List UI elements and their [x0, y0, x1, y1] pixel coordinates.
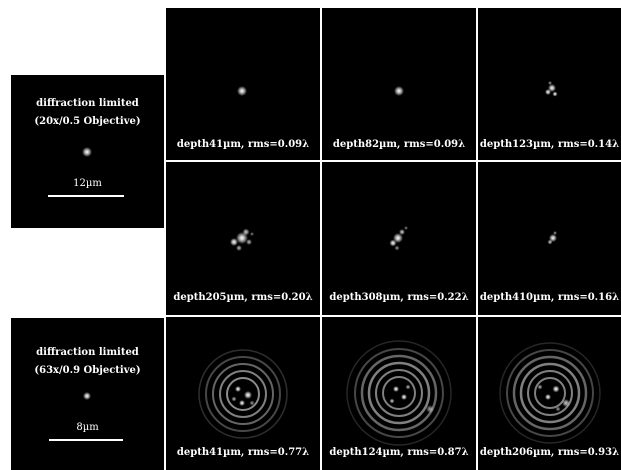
panel-caption: depth123µm, rms=0.14λ	[479, 139, 620, 150]
psf-panel-r1c3: depth123µm, rms=0.14λ	[478, 8, 621, 160]
reference-panel-63x: diffraction limited (63x/0.9 Objective) …	[11, 318, 164, 470]
psf-panel-r2c2: depth308µm, rms=0.22λ	[322, 162, 476, 315]
reference-title-line1: diffraction limited	[36, 347, 139, 358]
psf-panel-r2c1: depth205µm, rms=0.20λ	[166, 162, 320, 315]
psf-speckle-rings	[499, 342, 601, 444]
psf-speckle-rings	[346, 340, 452, 446]
psf-spot	[230, 228, 254, 251]
panel-caption: depth41µm, rms=0.09λ	[176, 139, 310, 150]
reference-title-63x: diffraction limited (63x/0.9 Objective)	[11, 344, 164, 380]
panel-caption: depth82µm, rms=0.09λ	[332, 139, 466, 150]
panel-caption: depth206µm, rms=0.93λ	[479, 447, 620, 458]
psf-spot	[389, 226, 408, 251]
psf-spot	[547, 231, 557, 245]
reference-title-20x: diffraction limited (20x/0.5 Objective)	[11, 95, 164, 131]
psf-speckle-rings	[198, 349, 288, 439]
reference-title-line2: (20x/0.5 Objective)	[34, 116, 141, 127]
panel-caption: depth41µm, rms=0.77λ	[176, 447, 310, 458]
reference-title-line2: (63x/0.9 Objective)	[34, 365, 141, 376]
reference-title-line1: diffraction limited	[36, 98, 139, 109]
psf-spot	[394, 86, 404, 96]
scale-bar-20x	[48, 195, 124, 197]
scale-bar-label-63x: 8µm	[76, 422, 99, 433]
panel-caption: depth308µm, rms=0.22λ	[329, 292, 469, 303]
reference-psf-spot-63x	[83, 392, 91, 400]
reference-panel-20x: diffraction limited (20x/0.5 Objective) …	[11, 75, 164, 228]
psf-spot	[545, 81, 558, 97]
panel-caption: depth410µm, rms=0.16λ	[479, 292, 620, 303]
psf-panel-r3c2: depth124µm, rms=0.87λ	[322, 317, 476, 470]
reference-psf-spot-20x	[82, 147, 92, 157]
panel-caption: depth205µm, rms=0.20λ	[173, 292, 313, 303]
scale-bar-63x	[49, 439, 123, 441]
psf-panel-r3c1: depth41µm, rms=0.77λ	[166, 317, 320, 470]
panel-caption: depth124µm, rms=0.87λ	[329, 447, 469, 458]
scale-bar-label-20x: 12µm	[73, 178, 102, 189]
psf-spot	[237, 86, 247, 96]
psf-panel-r2c3: depth410µm, rms=0.16λ	[478, 162, 621, 315]
psf-panel-r1c1: depth41µm, rms=0.09λ	[166, 8, 320, 160]
psf-panel-r3c3: depth206µm, rms=0.93λ	[478, 317, 621, 470]
psf-panel-r1c2: depth82µm, rms=0.09λ	[322, 8, 476, 160]
